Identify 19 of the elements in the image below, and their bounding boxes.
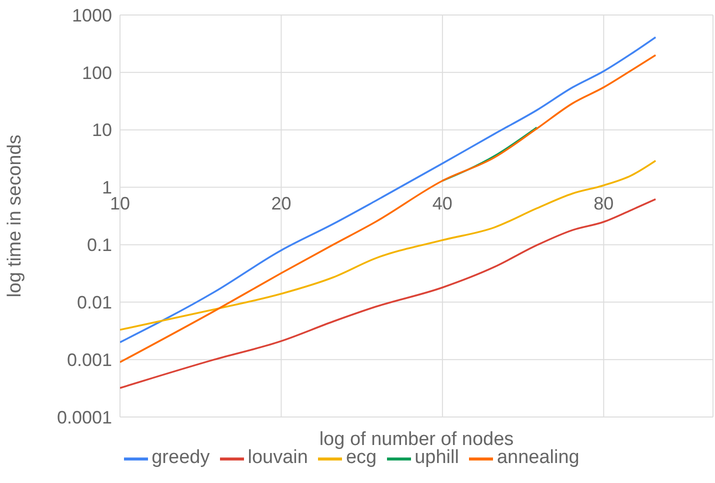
y-axis-title: log time in seconds xyxy=(4,134,26,298)
x-tick-label: 40 xyxy=(432,193,452,214)
y-tick-label: 100 xyxy=(82,62,112,83)
y-tick-label: 0.0001 xyxy=(56,407,112,428)
legend-label: greedy xyxy=(152,447,210,468)
x-axis-title: log of number of nodes xyxy=(319,429,514,450)
legend-label: annealing xyxy=(496,447,580,468)
y-tick-label: 1 xyxy=(102,178,112,198)
x-tick-label: 20 xyxy=(271,193,292,214)
legend-label: louvain xyxy=(248,447,308,468)
y-tick-label: 10 xyxy=(92,120,112,140)
x-tick-label: 10 xyxy=(110,193,130,214)
y-tick-label: 0.001 xyxy=(66,350,112,370)
y-tick-label: 0.1 xyxy=(86,235,112,256)
legend-label: ecg xyxy=(346,447,377,468)
x-tick-label: 80 xyxy=(594,193,614,214)
legend-label: uphill xyxy=(414,447,459,468)
y-tick-label: 0.01 xyxy=(76,292,112,313)
y-tick-label: 1000 xyxy=(72,5,112,26)
